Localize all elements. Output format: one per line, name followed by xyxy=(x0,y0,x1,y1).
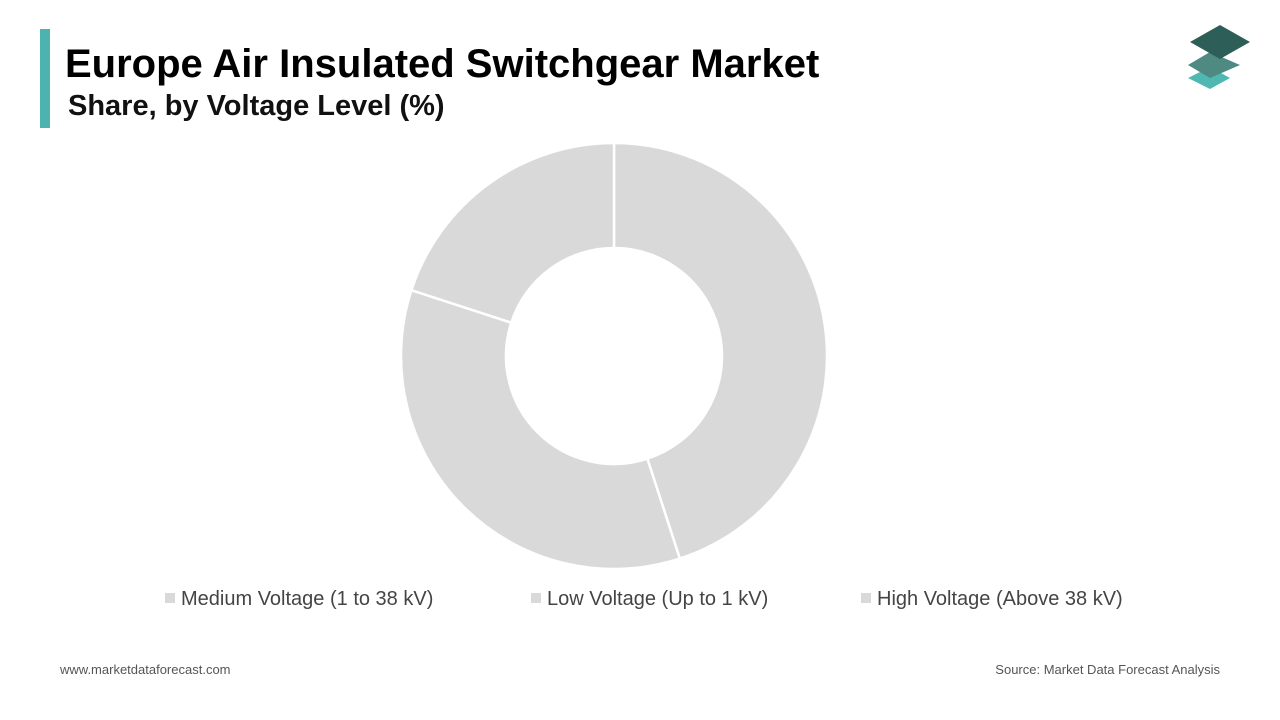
logo-layer-middle xyxy=(1188,52,1240,78)
logo-layer-top xyxy=(1190,25,1250,59)
chart-title: Europe Air Insulated Switchgear Market xyxy=(65,42,820,86)
legend-label-0[interactable]: Medium Voltage (1 to 38 kV) xyxy=(181,588,433,610)
chart-legend: Medium Voltage (1 to 38 kV) Low Voltage (… xyxy=(165,588,1123,610)
donut-slice-0[interactable] xyxy=(612,141,829,561)
chart-subtitle: Share, by Voltage Level (%) xyxy=(68,90,445,122)
donut-slice-2[interactable] xyxy=(409,141,616,325)
donut-slice-1[interactable] xyxy=(399,288,682,571)
legend-label-1[interactable]: Low Voltage (Up to 1 kV) xyxy=(547,588,768,610)
legend-swatch-2 xyxy=(861,593,871,603)
legend-swatch-1 xyxy=(531,593,541,603)
footer-website[interactable]: www.marketdataforecast.com xyxy=(60,662,231,677)
title-accent-bar xyxy=(40,29,50,128)
donut-slices xyxy=(399,141,829,571)
stacked-layers-icon xyxy=(1188,25,1250,89)
legend-label-2[interactable]: High Voltage (Above 38 kV) xyxy=(877,588,1123,610)
legend-swatch-0 xyxy=(165,593,175,603)
footer-source: Source: Market Data Forecast Analysis xyxy=(995,662,1220,677)
